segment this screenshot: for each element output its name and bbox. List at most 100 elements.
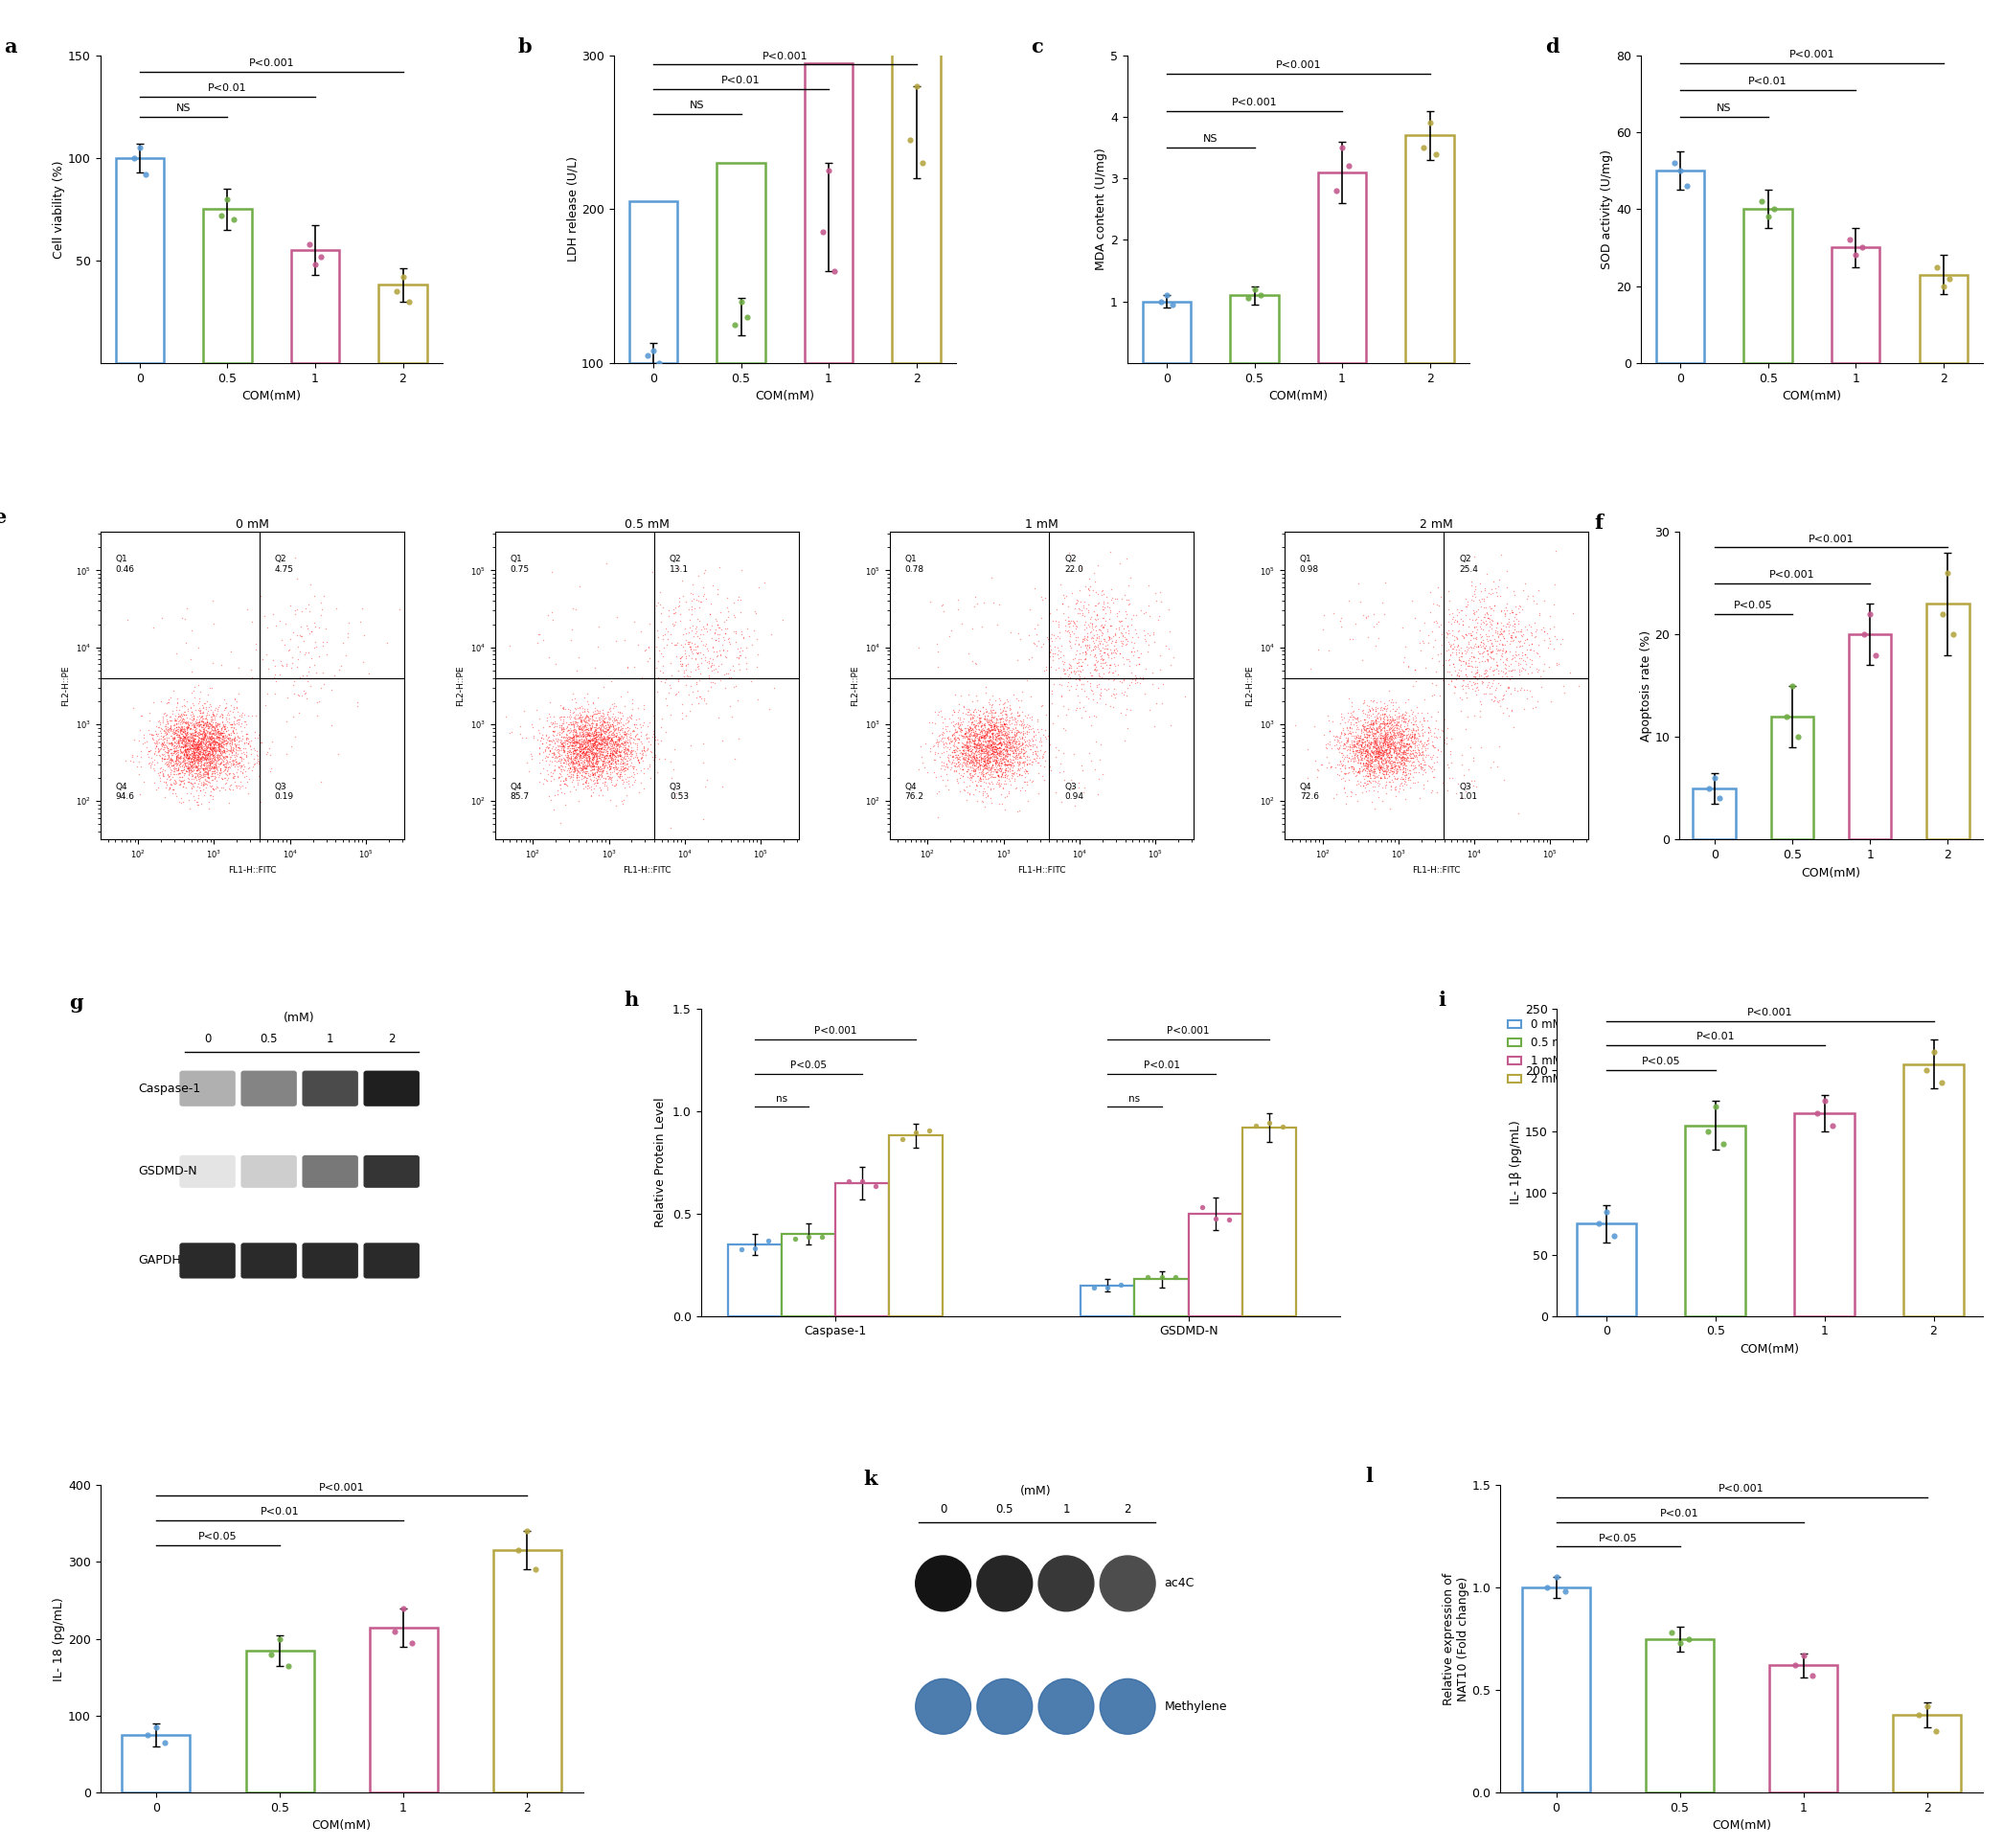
Point <box>625 717 657 747</box>
Point <box>571 769 603 798</box>
Point <box>194 748 226 778</box>
Point <box>1408 702 1440 732</box>
Point <box>573 721 605 750</box>
Point <box>793 1222 825 1251</box>
Point <box>1350 700 1382 730</box>
Point <box>959 774 991 804</box>
Point <box>204 748 236 778</box>
Point <box>1088 645 1120 675</box>
Point <box>675 732 707 761</box>
Point <box>172 713 204 743</box>
Point <box>973 752 1006 782</box>
Point <box>172 734 204 763</box>
Point <box>192 723 224 752</box>
Point <box>1380 710 1412 739</box>
Point <box>1386 728 1418 758</box>
Point <box>1446 610 1478 639</box>
Point <box>1326 741 1358 771</box>
Point <box>1370 734 1402 763</box>
Point <box>1088 634 1120 663</box>
Point <box>1378 743 1410 772</box>
Point <box>1418 632 1450 662</box>
Point <box>296 615 328 645</box>
Point <box>270 706 302 736</box>
Point <box>152 710 184 739</box>
Point <box>258 599 290 628</box>
Point <box>1038 641 1070 671</box>
Point <box>1008 736 1040 765</box>
Point <box>599 747 631 776</box>
Point <box>563 745 595 774</box>
Point <box>188 710 220 739</box>
Point <box>1380 743 1412 772</box>
Point <box>975 736 1008 765</box>
Point <box>1398 736 1430 765</box>
Point <box>212 704 244 734</box>
Point <box>981 715 1014 745</box>
Point <box>949 741 981 771</box>
Point <box>1378 747 1410 776</box>
Point <box>989 760 1022 789</box>
Point <box>1072 650 1104 680</box>
Point <box>553 761 585 791</box>
Point <box>188 756 220 785</box>
Point <box>545 702 577 732</box>
Point <box>1062 599 1094 628</box>
Point <box>609 717 641 747</box>
Point <box>587 695 619 724</box>
Point <box>174 754 206 784</box>
Point <box>599 719 631 748</box>
Point <box>1444 638 1476 667</box>
Point <box>561 715 593 745</box>
Point <box>182 704 214 734</box>
Point <box>1344 736 1376 765</box>
Point <box>681 652 713 682</box>
Point <box>1006 710 1038 739</box>
Point <box>1388 761 1420 791</box>
Point <box>1454 571 1486 601</box>
Point <box>571 702 603 732</box>
Point <box>170 728 202 758</box>
Point <box>1366 743 1398 772</box>
Point <box>1078 597 1110 626</box>
Point <box>1094 650 1126 680</box>
Point <box>202 715 234 745</box>
Point <box>1354 728 1386 758</box>
Point <box>553 752 585 782</box>
Point <box>1370 736 1402 765</box>
Point <box>1092 614 1124 643</box>
Point <box>963 752 995 782</box>
Point <box>615 719 647 748</box>
Point <box>224 741 256 771</box>
Point <box>1370 750 1402 780</box>
Point <box>1350 736 1382 765</box>
Point <box>1388 750 1420 780</box>
Point <box>1422 736 1454 765</box>
Point <box>258 660 290 689</box>
Point <box>1428 663 1460 693</box>
Point <box>627 693 659 723</box>
Point <box>210 726 242 756</box>
Point <box>619 710 651 739</box>
Point <box>188 723 220 752</box>
Point <box>1344 726 1376 756</box>
Point <box>162 741 194 771</box>
Point <box>585 734 617 763</box>
Point <box>1358 745 1390 774</box>
Point <box>1386 702 1418 732</box>
Point <box>547 748 579 778</box>
Point <box>144 713 176 743</box>
Point <box>1787 1641 1819 1671</box>
Point <box>200 719 232 748</box>
Point <box>178 711 210 741</box>
Point <box>577 760 609 789</box>
Point <box>224 750 256 780</box>
Point <box>1440 639 1472 669</box>
Point <box>146 754 178 784</box>
Point <box>1008 739 1040 769</box>
Point <box>585 730 617 760</box>
Point <box>188 743 220 772</box>
Point <box>182 730 214 760</box>
Point <box>198 747 230 776</box>
Point <box>551 737 583 767</box>
